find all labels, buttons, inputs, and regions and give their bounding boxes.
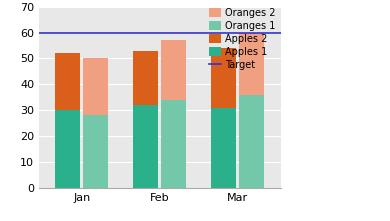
Bar [83, 58, 108, 115]
Legend: Oranges 2, Oranges 1, Apples 2, Apples 1, Target: Oranges 2, Oranges 1, Apples 2, Apples 1… [209, 8, 276, 70]
Bar [239, 32, 264, 95]
Bar [211, 48, 236, 108]
Bar [55, 53, 80, 110]
Bar [161, 100, 186, 188]
Bar [133, 51, 158, 105]
Bar [161, 40, 186, 100]
Bar [239, 95, 264, 188]
Bar [55, 110, 80, 188]
Bar [211, 108, 236, 188]
Bar [83, 115, 108, 188]
Bar [133, 105, 158, 188]
